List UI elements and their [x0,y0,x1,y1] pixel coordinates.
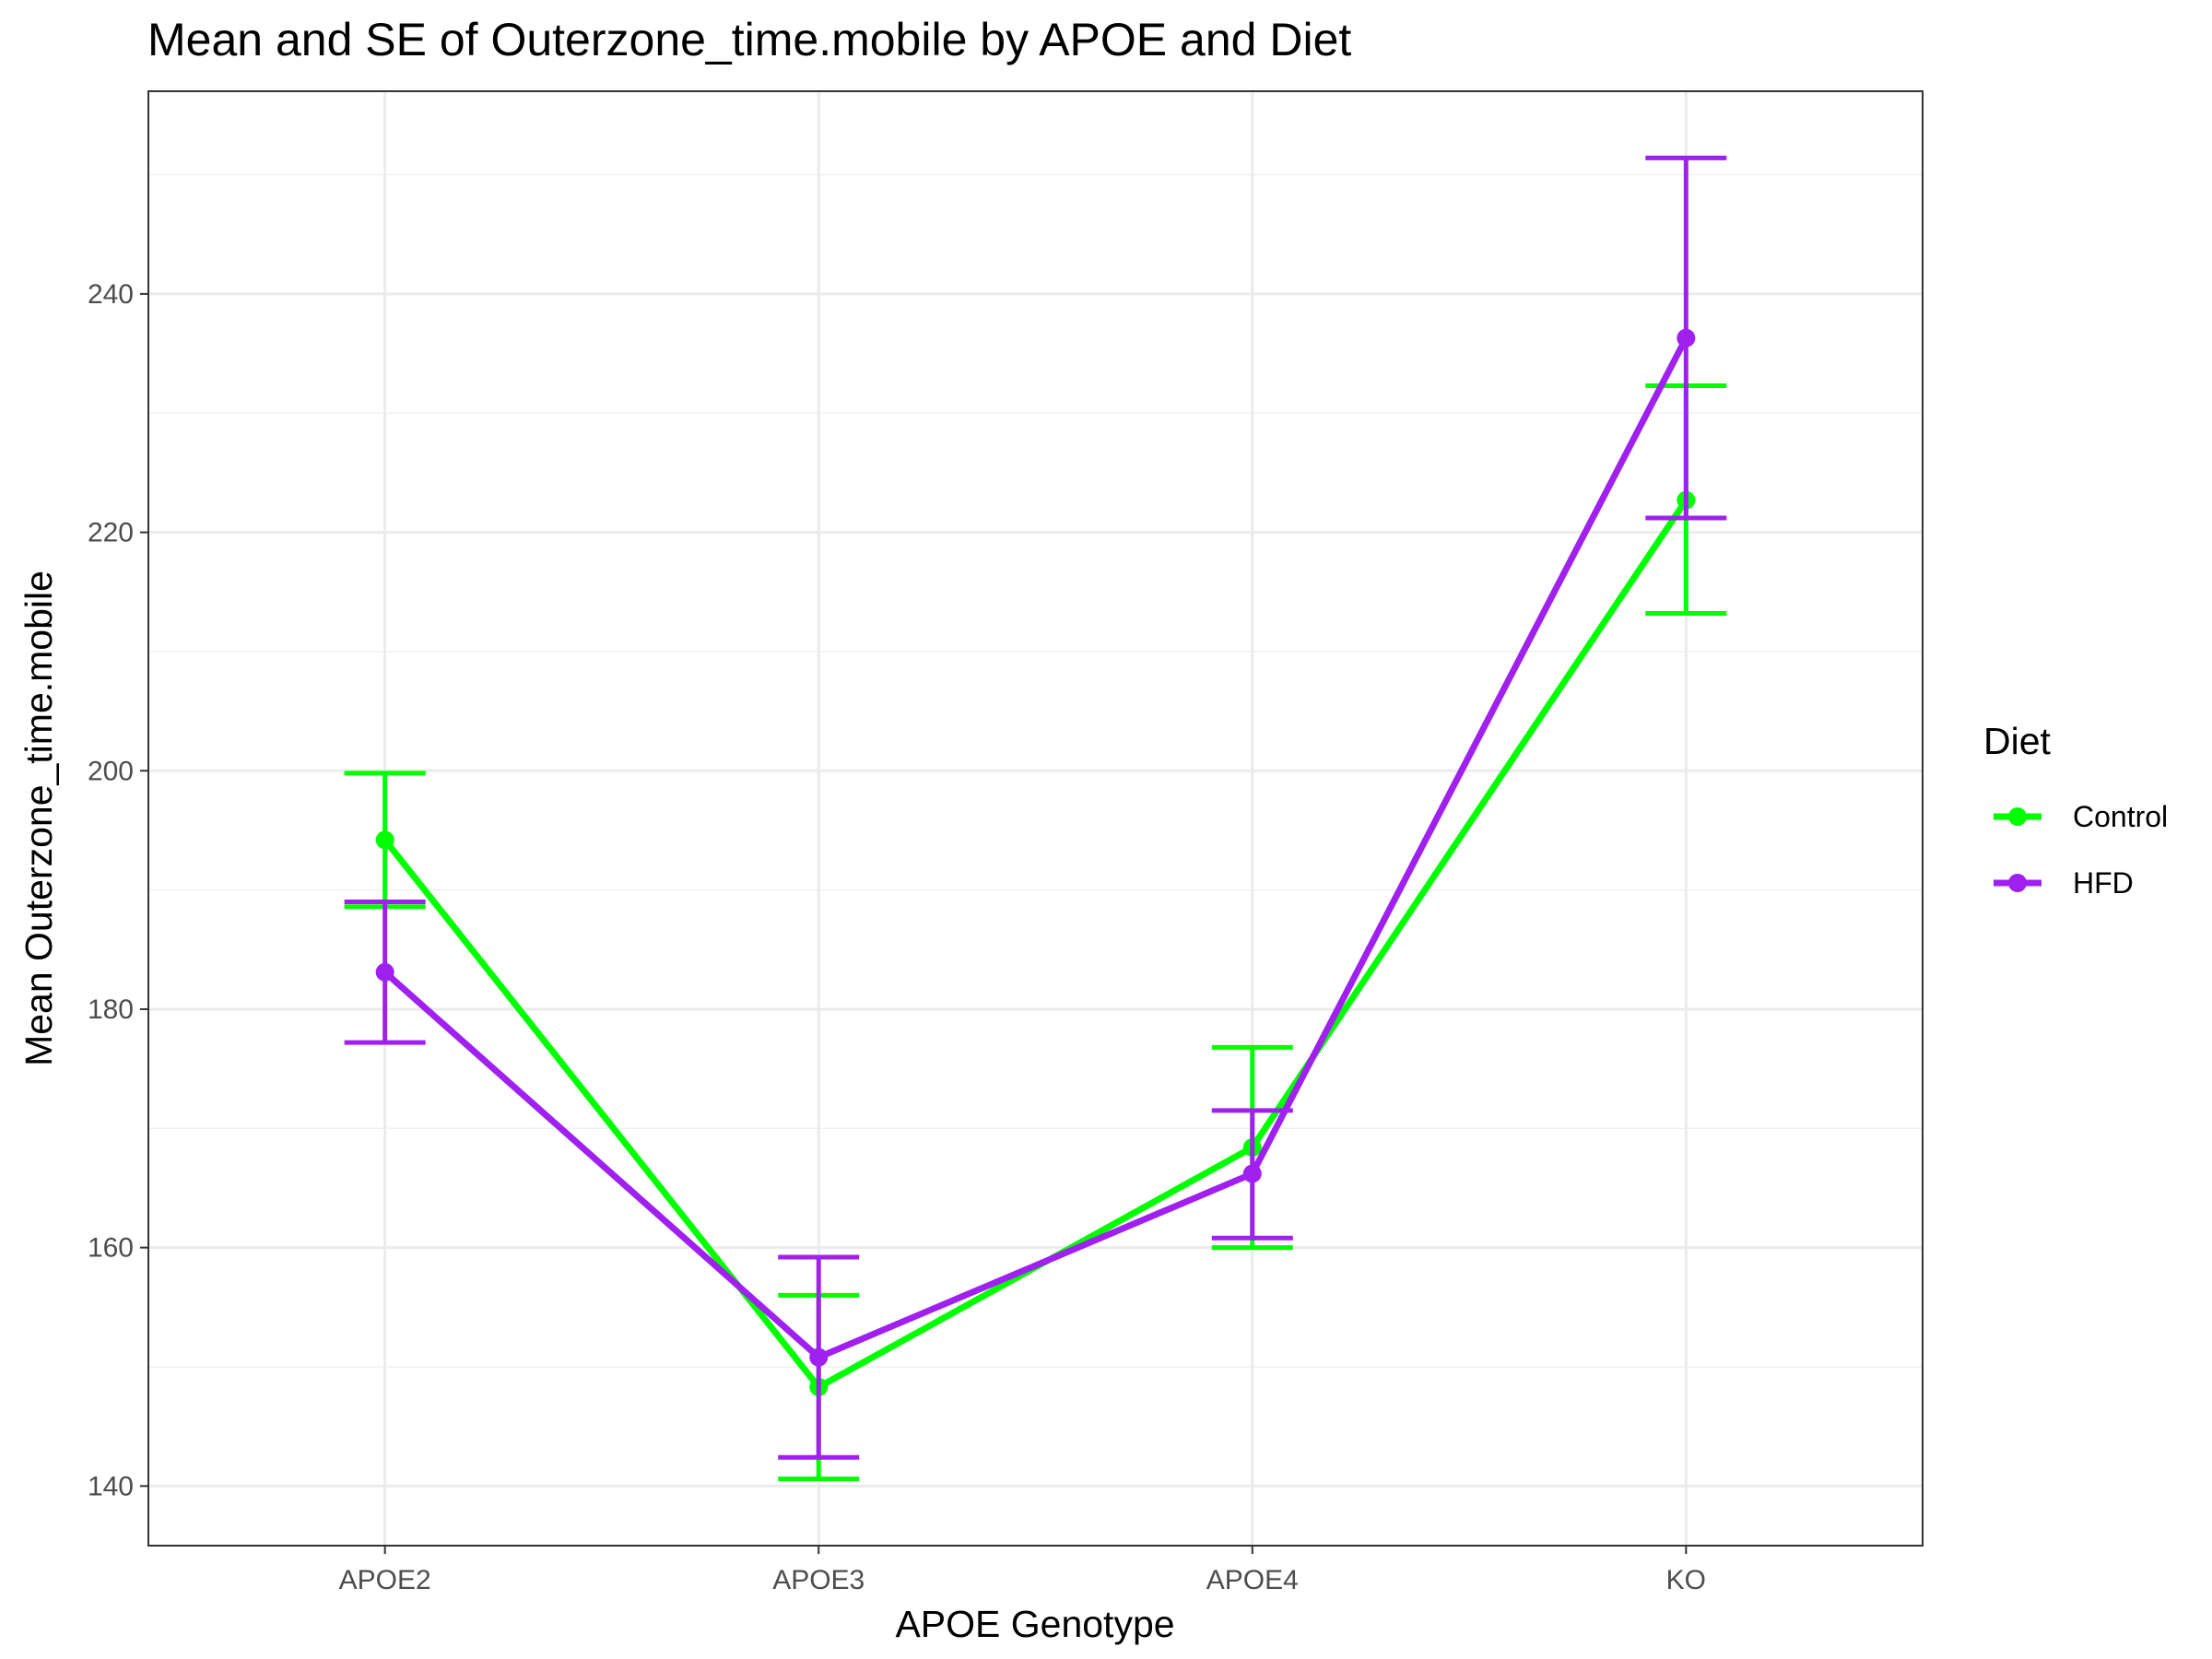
legend-label: Control [2073,800,2168,833]
x-tick-label: APOE2 [339,1565,431,1595]
series-hfd [344,155,1727,1460]
y-tick-label: 140 [88,1471,134,1501]
chart-title: Mean and SE of Outerzone_time.mobile by … [147,14,1351,65]
legend-item-hfd: HFD [1994,866,2134,900]
y-tick-label: 220 [88,518,134,548]
data-point [1242,1164,1262,1183]
legend-key-point [2008,874,2027,892]
legend-item-control: Control [1994,800,2168,833]
data-point [809,1347,829,1367]
data-point [1677,328,1696,347]
legend-label: HFD [2073,866,2134,900]
data-point [375,962,394,982]
axes: 140 160 180 200 220 240 APOE2 APOE3 APOE4 KO [88,279,1706,1595]
legend-title: Diet [1983,720,2052,762]
x-tick-label: APOE4 [1206,1565,1299,1595]
x-tick-label: KO [1666,1565,1706,1595]
plot-panel [147,90,1924,1547]
plot-border [147,90,1924,1547]
y-tick-label: 200 [88,756,134,786]
legend: Diet Control HFD [1983,720,2168,900]
data-point [375,830,394,850]
x-tick-label: APOE3 [772,1565,865,1595]
y-axis-title: Mean Outerzone_time.mobile [18,571,60,1066]
series-line [382,336,1689,1361]
y-tick-label: 240 [88,279,134,310]
legend-key-point [2008,807,2027,826]
data-layer [344,155,1727,1482]
plot-background [148,91,1923,1546]
y-tick-label: 160 [88,1233,134,1264]
y-tick-label: 180 [88,994,134,1025]
gridlines [148,91,1923,1546]
x-axis-title: APOE Genotype [895,1603,1174,1645]
